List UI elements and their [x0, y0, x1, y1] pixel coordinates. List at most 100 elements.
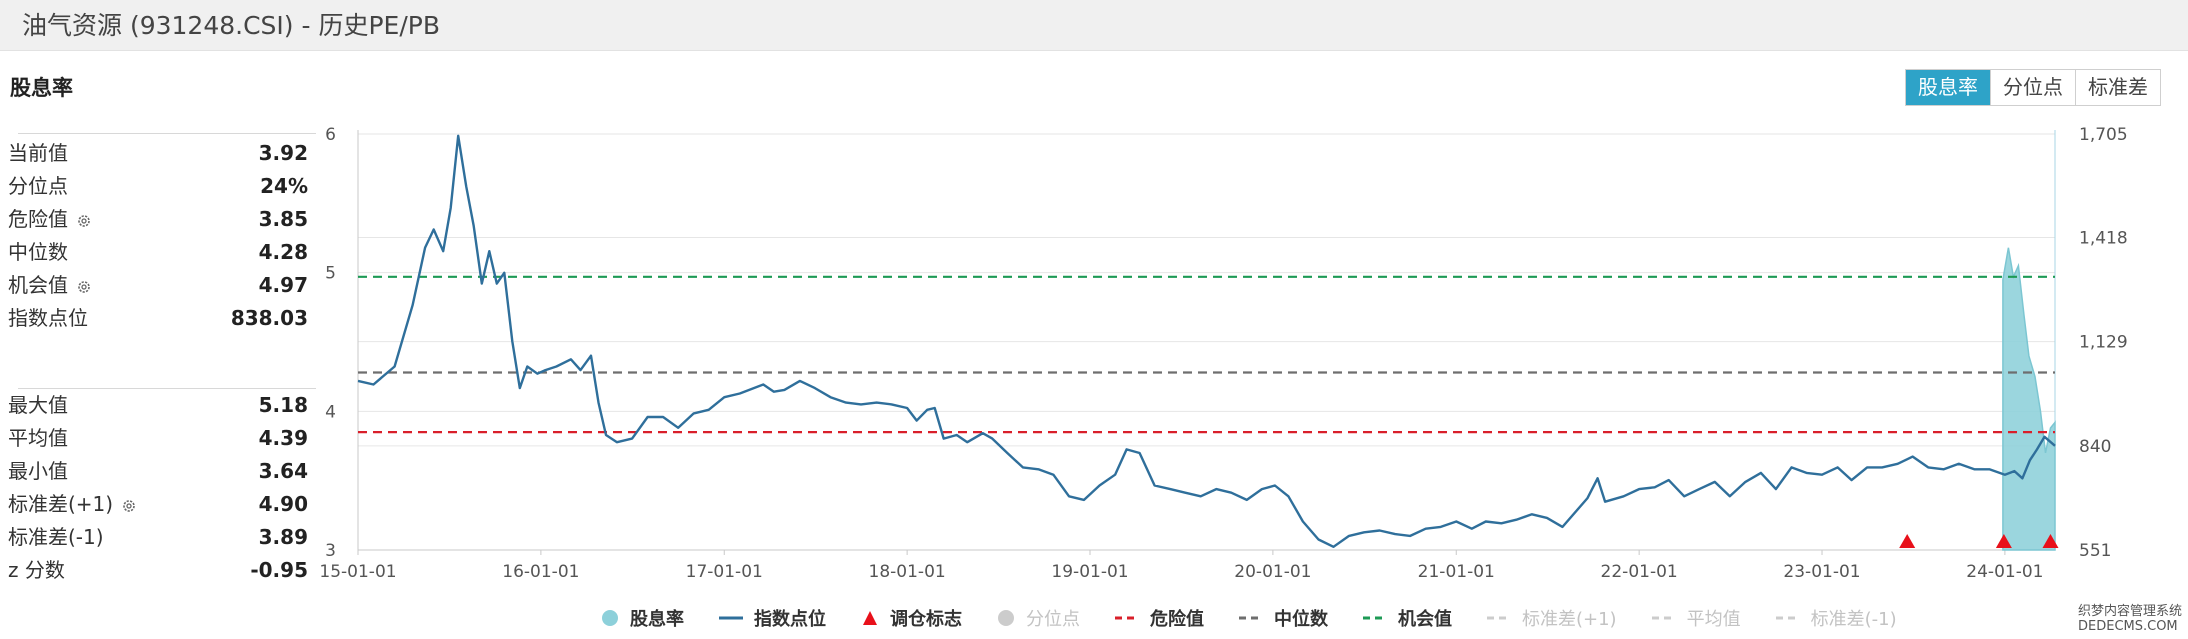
legend-dash-icon: [1363, 616, 1387, 620]
y-right-tick-label: 1,705: [2079, 125, 2128, 145]
legend-label: 标准差(+1): [1522, 609, 1617, 630]
metric-value: 838.03: [230, 306, 308, 330]
dividend-index-chart: 3 4 5 6 551 840 1,129 1,418 1,705 15-01-01 16-01-0…: [319, 125, 2128, 582]
metric-value: 4.39: [258, 426, 308, 450]
metric-row: 平均值 4.39: [8, 423, 308, 453]
metric-value: 3.85: [258, 207, 308, 231]
panel-title: 股息率: [10, 76, 73, 100]
metric-label-text: 机会值: [8, 273, 68, 297]
legend-dash-icon: [1239, 616, 1263, 620]
metric-label-text: 当前值: [8, 141, 68, 165]
legend-item[interactable]: 标准差(-1): [1775, 605, 1897, 631]
metric-label-text: 平均值: [8, 426, 68, 450]
legend-item[interactable]: 调仓标志: [860, 605, 962, 631]
y-right-tick-label: 840: [2079, 437, 2111, 457]
x-tick-label: 16-01-01: [502, 562, 579, 582]
metric-value: 4.97: [258, 273, 308, 297]
legend-label: 危险值: [1150, 609, 1204, 630]
legend-circle-icon: [602, 610, 618, 626]
metric-value: 5.18: [258, 393, 308, 417]
legend-item[interactable]: 标准差(+1): [1486, 605, 1617, 631]
legend-dash-icon: [1115, 616, 1139, 620]
x-tick-label: 21-01-01: [1418, 562, 1495, 582]
legend-label: 平均值: [1686, 609, 1741, 630]
metric-label: 最小值: [8, 456, 68, 486]
divider-top: [18, 133, 316, 134]
metric-label: 标准差(-1): [8, 522, 104, 552]
title-bar: 油气资源 (931248.CSI) - 历史PE/PB: [0, 0, 2188, 51]
rebalance-marker: [2042, 534, 2059, 548]
metric-label-text: 标准差(+1): [8, 492, 114, 516]
metric-row: 最小值 3.64: [8, 456, 308, 486]
tab-percentile[interactable]: 分位点: [1990, 70, 2075, 105]
legend-item[interactable]: 分位点: [996, 605, 1080, 631]
legend-circle-icon: [998, 610, 1014, 626]
watermark-line2: DEDECMS.COM: [2078, 619, 2178, 634]
metric-label: 最大值: [8, 390, 68, 420]
legend-label: 中位数: [1274, 609, 1328, 630]
metric-row: z 分数 -0.95: [8, 555, 308, 585]
legend-dash-icon: [1775, 616, 1800, 620]
y-left-tick-label: 6: [325, 125, 336, 145]
metric-label-text: 最大值: [8, 393, 68, 417]
metric-label: 中位数: [8, 237, 68, 267]
y-left-tick-label: 5: [325, 264, 336, 284]
metric-row: 当前值 3.92: [8, 138, 308, 168]
page-title: 油气资源 (931248.CSI) - 历史PE/PB: [22, 11, 440, 40]
chart-legend: 股息率 指数点位 调仓标志 分位点 危险值 中位数 机会值 标准差(+1) 平均值 标准差(-1): [600, 606, 1931, 630]
legend-line-icon: [719, 616, 743, 620]
metric-label-text: 最小值: [8, 459, 68, 483]
y-right-tick-label: 1,418: [2079, 228, 2128, 248]
metric-row: 分位点 24%: [8, 171, 308, 201]
tab-dividend-yield[interactable]: 股息率: [1906, 70, 1990, 105]
x-tick-label: 19-01-01: [1051, 562, 1128, 582]
divider-middle: [18, 388, 316, 389]
y-right-tick-label: 551: [2079, 541, 2111, 561]
index-line: [357, 134, 2056, 548]
gear-icon[interactable]: [121, 498, 137, 514]
legend-label: 股息率: [630, 609, 684, 630]
legend-item[interactable]: 机会值: [1362, 605, 1452, 631]
y-left-tick-label: 3: [325, 541, 336, 561]
gear-icon[interactable]: [76, 279, 92, 295]
x-tick-label: 20-01-01: [1234, 562, 1311, 582]
x-tick-label: 15-01-01: [319, 562, 396, 582]
legend-item[interactable]: 中位数: [1238, 605, 1328, 631]
tab-std-dev[interactable]: 标准差: [2075, 70, 2160, 105]
metric-label: 机会值: [8, 270, 92, 300]
legend-triangle-icon: [863, 611, 877, 625]
legend-item[interactable]: 危险值: [1114, 605, 1204, 631]
legend-item[interactable]: 指数点位: [718, 605, 826, 631]
x-tick-label: 22-01-01: [1601, 562, 1678, 582]
legend-dash-icon: [1651, 616, 1676, 620]
legend-label: 标准差(-1): [1810, 609, 1897, 630]
legend-item[interactable]: 股息率: [600, 605, 684, 631]
rebalance-marker: [1899, 534, 1916, 548]
metric-row: 中位数 4.28: [8, 237, 308, 267]
metric-label: 分位点: [8, 171, 68, 201]
metric-value: 3.89: [258, 525, 308, 549]
metric-tabs: 股息率 分位点 标准差: [1905, 69, 2161, 106]
metric-value: 24%: [260, 174, 308, 198]
legend-item[interactable]: 平均值: [1651, 605, 1741, 631]
metric-label-text: 指数点位: [8, 306, 88, 330]
metric-label: 标准差(+1): [8, 489, 137, 519]
metric-row: 机会值 4.97: [8, 270, 308, 300]
y-right-tick-label: 1,129: [2079, 333, 2128, 353]
watermark-line1: 织梦内容管理系统: [2078, 604, 2183, 619]
gear-icon[interactable]: [76, 213, 92, 229]
legend-label: 分位点: [1026, 609, 1080, 630]
metric-row: 标准差(+1) 4.90: [8, 489, 308, 519]
metric-row: 危险值 3.85: [8, 204, 308, 234]
metric-label: 当前值: [8, 138, 68, 168]
metric-label-text: 危险值: [8, 207, 68, 231]
metric-label: 危险值: [8, 204, 92, 234]
metric-value: 4.28: [258, 240, 308, 264]
watermark-logo: 织梦内容管理系统 DEDECMS.COM: [2078, 604, 2182, 634]
metric-label: 平均值: [8, 423, 68, 453]
metric-label-text: z 分数: [8, 558, 65, 582]
metric-row: 最大值 5.18: [8, 390, 308, 420]
x-tick-label: 23-01-01: [1783, 562, 1860, 582]
legend-dash-icon: [1487, 616, 1511, 620]
x-tick-label: 18-01-01: [869, 562, 946, 582]
